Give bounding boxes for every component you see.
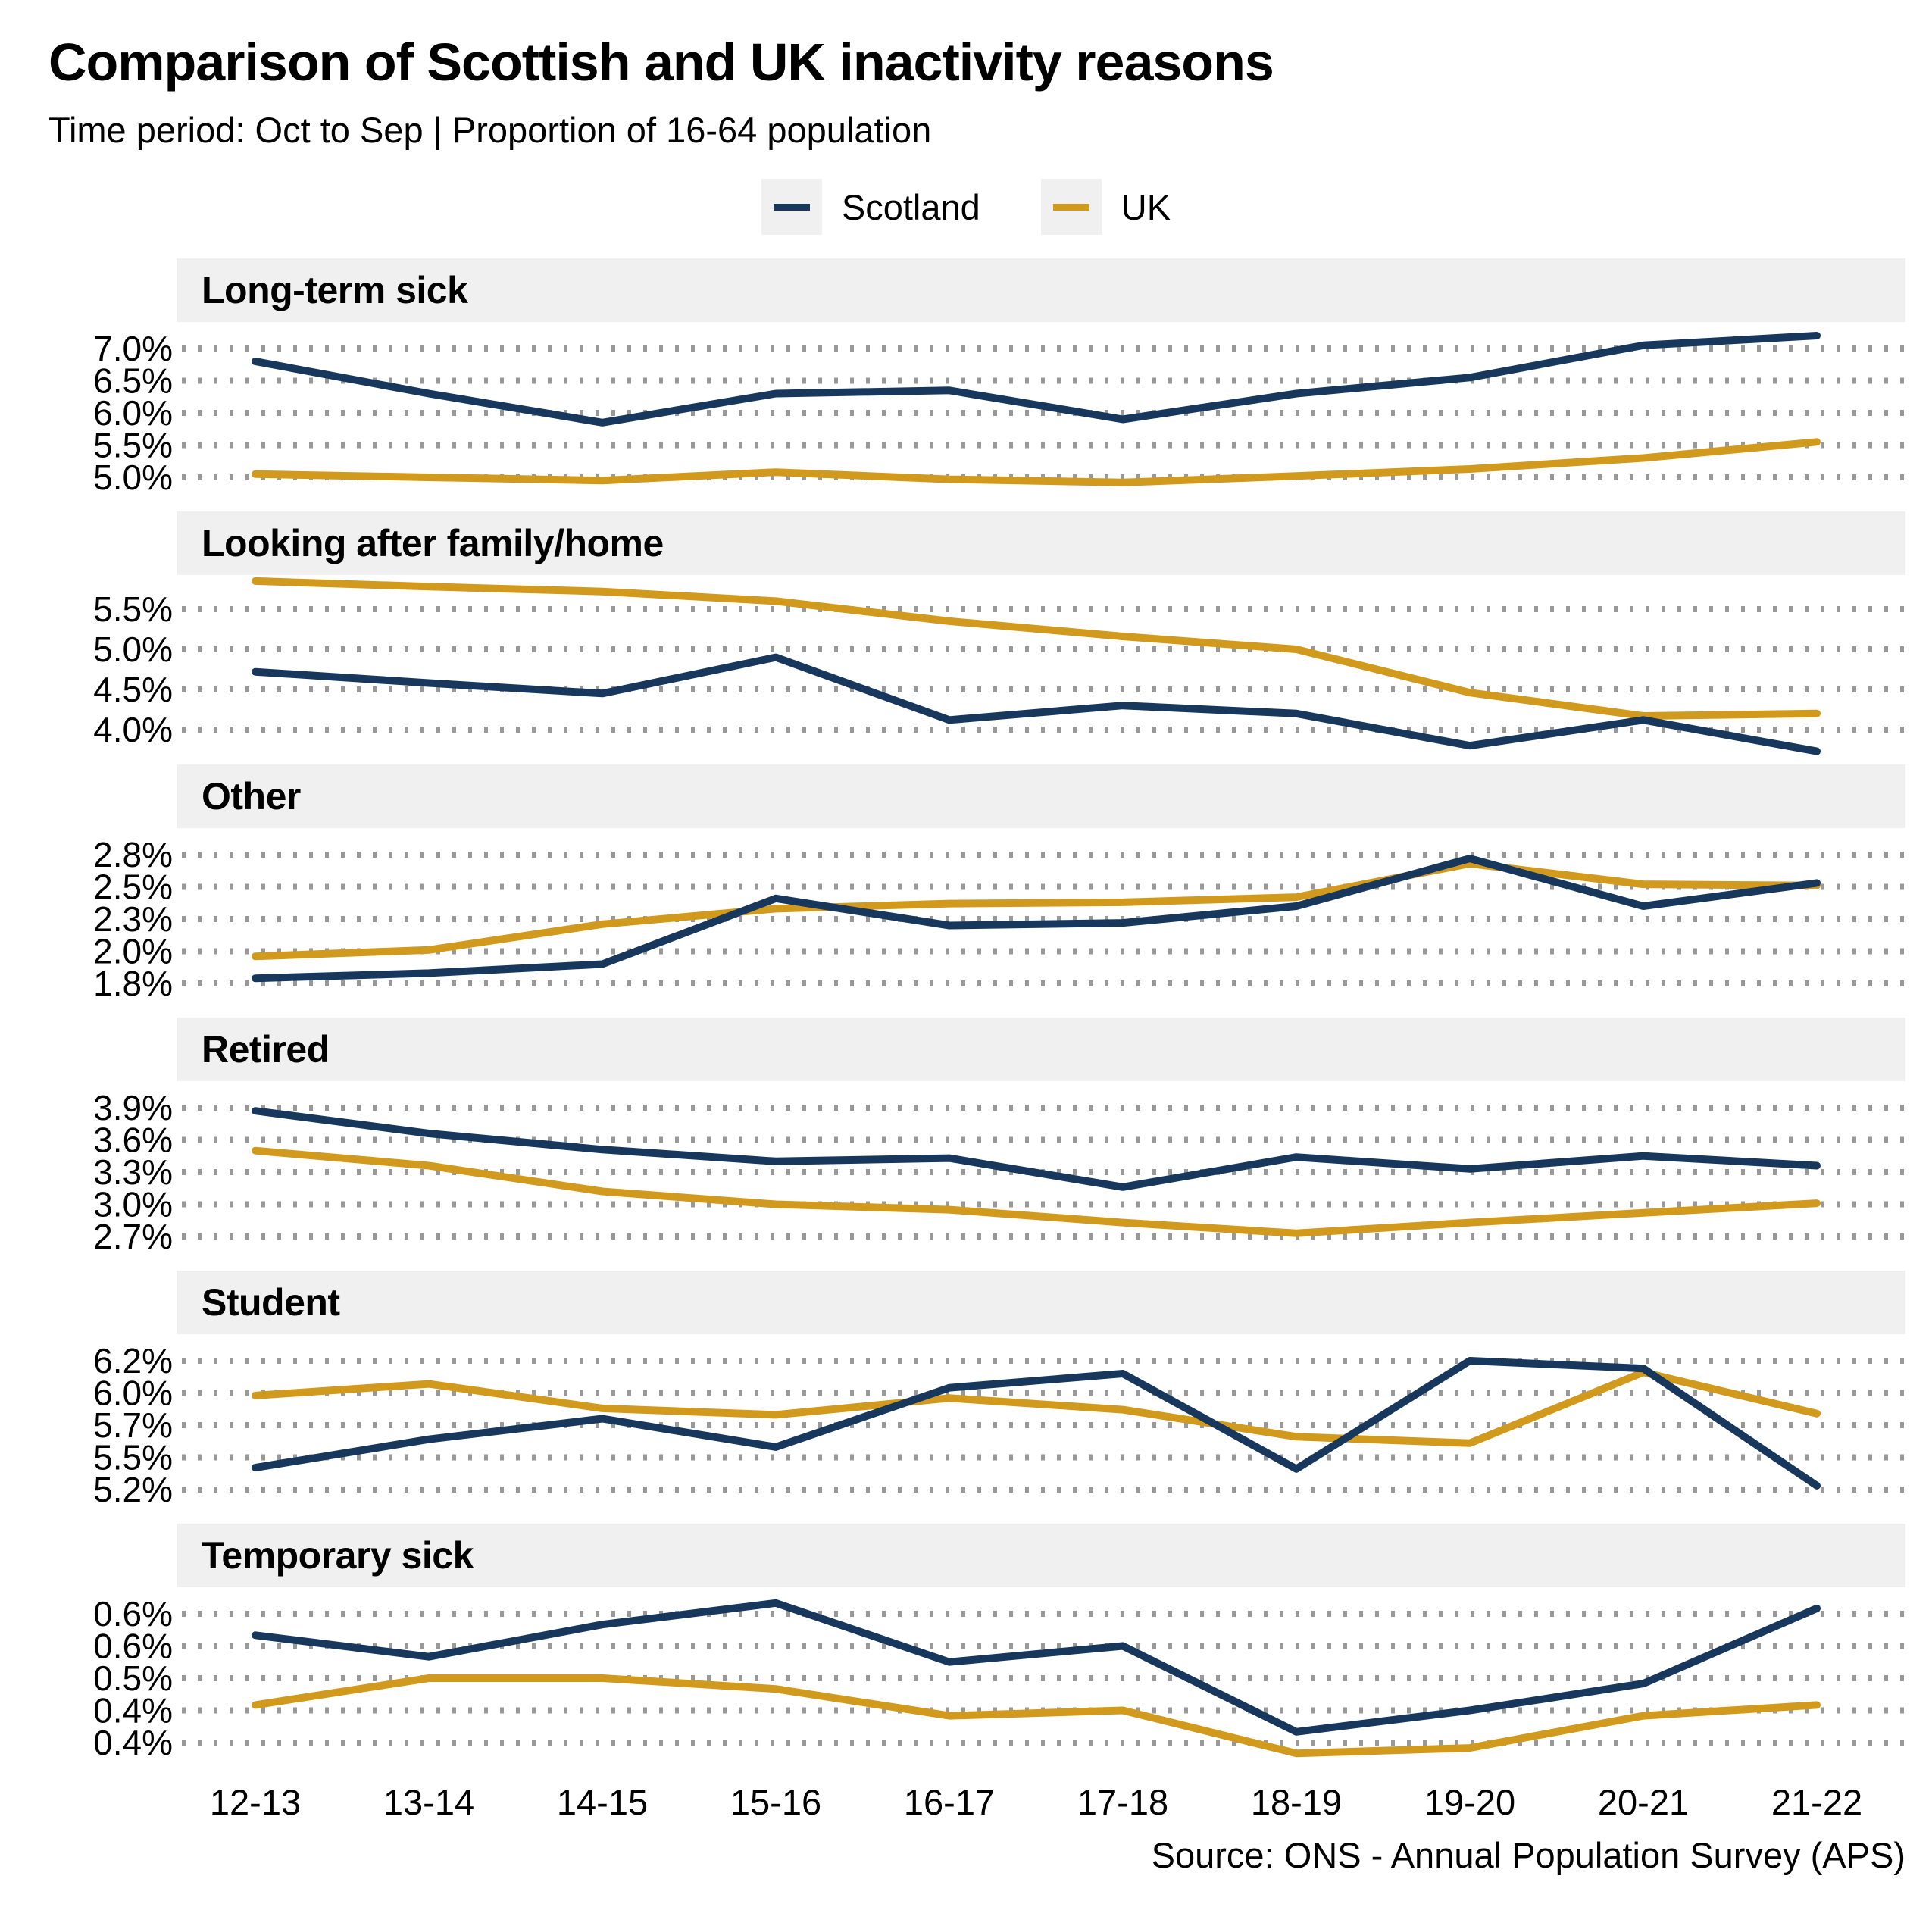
y-tick-label: 3.0% — [93, 1185, 173, 1224]
x-tick-label: 15-16 — [730, 1782, 821, 1822]
uk-line-icon — [1040, 179, 1102, 235]
panel-title: Temporary sick — [202, 1534, 474, 1577]
y-tick-label: 5.7% — [93, 1405, 173, 1445]
panel-title: Other — [202, 775, 301, 818]
uk-line — [252, 1146, 1821, 1237]
x-axis-labels: 12-13 13-14 14-15 15-16 16-17 17-18 18-19 19-20… — [210, 1782, 1862, 1822]
panel-plot: 3.9%3.6%3.3%3.0%2.7% — [93, 1088, 1905, 1256]
panel-temporary-sick: Temporary sick 0.6% 0.6% 0.5% 0.4% 0.4% — [0, 1524, 1932, 1769]
scotland-line — [252, 332, 1821, 427]
x-tick-label: 18-19 — [1251, 1782, 1342, 1822]
uk-line — [252, 1674, 1821, 1758]
uk-line — [252, 577, 1821, 720]
panel-long-term-sick: Long-term sick 7.0% 6.5% 6.0% 5.5% 5.0% — [0, 258, 1932, 504]
scotland-line — [252, 1107, 1821, 1191]
scotland-line — [252, 1357, 1821, 1490]
x-tick-label: 17-18 — [1077, 1782, 1168, 1822]
uk-line — [252, 438, 1821, 486]
panel-header: Long-term sick — [177, 258, 1905, 322]
page-title: Comparison of Scottish and UK inactivity… — [48, 33, 1274, 92]
scotland-line — [252, 653, 1821, 755]
panels-container: Long-term sick 7.0% 6.5% 6.0% 5.5% 5.0% Lookin… — [0, 258, 1932, 1769]
panel-plot: 2.8%2.5%2.3%2.0%1.8% — [93, 835, 1905, 1003]
panel-looking-after-family-home: Looking after family/home 5.5% 5.0% 4.5% 4.0… — [0, 511, 1932, 757]
y-tick-label: 4.5% — [93, 670, 173, 709]
y-tick-label: 5.5% — [93, 589, 173, 629]
panel-title: Looking after family/home — [202, 522, 664, 564]
panel-other: Other 2.8% 2.5% 2.3% 2.0% 1.8% — [0, 764, 1932, 1010]
y-tick-label: 3.6% — [93, 1121, 173, 1160]
panel-plot: 5.5%5.0%4.5%4.0% — [93, 577, 1905, 755]
panel-title: Retired — [202, 1028, 330, 1071]
y-tick-label: 3.3% — [93, 1152, 173, 1192]
scotland-line — [252, 855, 1821, 983]
y-tick-label: 2.7% — [93, 1217, 173, 1256]
x-tick-label: 16-17 — [904, 1782, 995, 1822]
y-tick-label: 5.5% — [93, 1438, 173, 1477]
page-subtitle: Time period: Oct to Sep | Proportion of … — [48, 110, 932, 150]
panel-plot: 0.6%0.6%0.5%0.4%0.4% — [93, 1594, 1905, 1762]
y-tick-label: 3.9% — [93, 1088, 173, 1127]
x-tick-label: 13-14 — [383, 1782, 474, 1822]
y-tick-label: 6.2% — [93, 1341, 173, 1380]
scotland-line-icon — [761, 179, 822, 235]
legend-label: UK — [1121, 186, 1171, 227]
panel-title: Student — [202, 1281, 340, 1324]
y-tick-label: 6.0% — [93, 1374, 173, 1413]
y-tick-label: 1.8% — [93, 964, 173, 1003]
x-tick-label: 12-13 — [210, 1782, 301, 1822]
x-tick-label: 19-20 — [1424, 1782, 1515, 1822]
panel-header: Temporary sick — [177, 1524, 1905, 1587]
y-tick-label: 7.0% — [93, 329, 173, 368]
panel-plot: 6.2%6.0%5.7%5.5%5.2% — [93, 1341, 1905, 1509]
legend-item-scotland: Scotland — [761, 179, 980, 235]
panel-header: Retired — [177, 1018, 1905, 1081]
y-tick-label: 2.0% — [93, 932, 173, 971]
scotland-line — [252, 1599, 1821, 1736]
y-tick-label: 0.4% — [93, 1723, 173, 1762]
panel-header: Student — [177, 1271, 1905, 1334]
legend-label: Scotland — [841, 186, 980, 227]
y-tick-label: 0.6% — [93, 1594, 173, 1633]
y-tick-label: 2.5% — [93, 868, 173, 907]
uk-line — [252, 859, 1821, 961]
panel-retired: Retired 3.9% 3.6% 3.3% 3.0% 2.7% — [0, 1018, 1932, 1263]
y-tick-label: 0.4% — [93, 1691, 173, 1730]
y-tick-label: 5.0% — [93, 458, 173, 497]
y-tick-label: 5.0% — [93, 630, 173, 669]
x-tick-label: 21-22 — [1771, 1782, 1862, 1822]
panel-header: Looking after family/home — [177, 511, 1905, 575]
panel-student: Student 6.2% 6.0% 5.7% 5.5% 5.2% — [0, 1271, 1932, 1516]
source-note: Source: ONS - Annual Population Survey (… — [1151, 1835, 1905, 1875]
x-tick-label: 20-21 — [1598, 1782, 1689, 1822]
x-tick-label: 14-15 — [557, 1782, 648, 1822]
panel-title: Long-term sick — [202, 269, 468, 311]
y-tick-label: 5.2% — [93, 1470, 173, 1509]
y-tick-label: 2.8% — [93, 835, 173, 874]
y-tick-label: 0.6% — [93, 1627, 173, 1666]
y-tick-label: 4.0% — [93, 710, 173, 749]
y-tick-label: 0.5% — [93, 1658, 173, 1698]
legend-item-uk: UK — [1040, 179, 1171, 235]
panel-header: Other — [177, 764, 1905, 828]
y-tick-label: 5.5% — [93, 426, 173, 465]
uk-line — [252, 1368, 1821, 1447]
y-tick-label: 2.3% — [93, 899, 173, 939]
y-tick-label: 6.0% — [93, 393, 173, 433]
panel-plot: 7.0%6.5%6.0%5.5%5.0% — [93, 329, 1905, 497]
legend: Scotland UK — [0, 177, 1932, 237]
y-tick-label: 6.5% — [93, 361, 173, 401]
